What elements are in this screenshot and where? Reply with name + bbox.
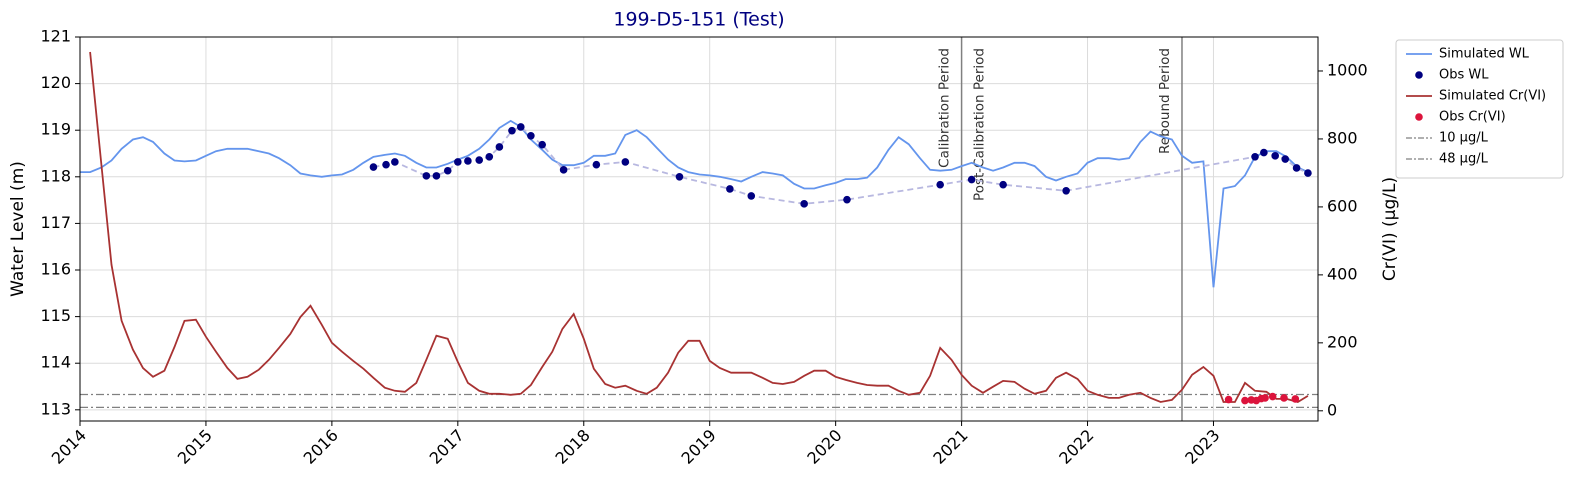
obs-point (475, 156, 484, 164)
obs-point (675, 173, 684, 181)
obs-point (464, 157, 472, 165)
obs-point (1271, 152, 1279, 160)
x-tick-label: 2020 (803, 426, 845, 468)
x-tick-label: 2023 (1181, 426, 1223, 468)
series-line (80, 119, 1309, 288)
y2-tick-label: 0 (1327, 400, 1337, 419)
obs-point (369, 163, 378, 171)
x-tick-label: 2015 (174, 426, 216, 468)
y-tick-label: 113 (40, 399, 71, 418)
obs-point (967, 175, 976, 184)
x-tick-label: 2019 (677, 426, 719, 468)
obs-point (1224, 395, 1233, 404)
obs-point (422, 172, 431, 180)
legend-dot (1415, 71, 1423, 79)
obs-point (1062, 186, 1070, 195)
legend-label: Simulated WL (1439, 47, 1530, 62)
obs-point (592, 160, 601, 169)
y2-tick-label: 200 (1327, 332, 1358, 351)
obs-point (1251, 152, 1259, 161)
x-tick-label: 2016 (300, 426, 342, 468)
legend-box (1395, 39, 1564, 179)
y-tick-label: 116 (40, 260, 71, 279)
obs-point (382, 160, 390, 169)
x-tick-label: 2022 (1055, 426, 1097, 468)
y-axis-label: Water Level (m) (8, 161, 28, 297)
obs-point (508, 126, 516, 135)
obs-point (1304, 169, 1312, 177)
obs-point (538, 140, 547, 149)
period-label: Post-Calibration Period (972, 48, 988, 201)
obs-point (621, 158, 630, 166)
obs-point (432, 172, 441, 180)
obs-point (485, 152, 494, 161)
y-tick-label: 119 (40, 120, 71, 139)
obs-point (1268, 392, 1277, 401)
obs-point (999, 180, 1007, 189)
obs-point (1291, 395, 1300, 403)
obs-point (1292, 164, 1301, 172)
y2-tick-label: 600 (1327, 196, 1358, 215)
obs-point (1241, 396, 1249, 405)
obs-point (1281, 155, 1290, 163)
obs-point (391, 158, 399, 166)
y-tick-label: 120 (40, 73, 71, 92)
chart-title: 199-D5-151 (Test) (613, 9, 784, 31)
obs-point (1261, 394, 1269, 402)
x-tick-label: 2017 (426, 426, 468, 468)
obs-point (527, 131, 535, 140)
y-tick-label: 121 (40, 27, 71, 46)
y-tick-label: 114 (40, 353, 71, 372)
y2-axis-label: Cr(VI) (µg/L) (1380, 177, 1400, 281)
y-tick-label: 115 (40, 306, 71, 325)
legend-label: Obs WL (1439, 68, 1489, 83)
y2-tick-label: 800 (1327, 128, 1358, 147)
y2-tick-label: 1000 (1327, 60, 1368, 79)
obs-point (454, 158, 462, 166)
x-tick-label: 2014 (48, 426, 90, 468)
legend-label: 48 µg/L (1439, 152, 1489, 167)
x-tick-label: 2021 (929, 426, 971, 468)
y-tick-label: 118 (40, 166, 71, 185)
obs-point (747, 192, 756, 200)
x-tick-label: 2018 (552, 426, 594, 468)
legend-label: Obs Cr(VI) (1439, 110, 1506, 125)
obs-point (495, 143, 504, 151)
legend-label: 10 µg/L (1439, 131, 1489, 146)
obs-point (516, 123, 525, 131)
obs-point (936, 180, 944, 189)
obs-point (726, 185, 734, 193)
obs-point (1260, 148, 1268, 157)
obs-point (559, 166, 568, 174)
period-label: Calibration Period (937, 48, 953, 168)
y-tick-label: 117 (40, 213, 71, 232)
legend-dot (1415, 113, 1423, 121)
series-line (89, 51, 1309, 403)
obs-point (843, 195, 851, 204)
obs-point (443, 166, 452, 175)
y2-tick-label: 400 (1327, 264, 1358, 283)
obs-point (1280, 394, 1288, 402)
plot-frame (79, 36, 1319, 422)
legend-label: Simulated Cr(VI) (1439, 89, 1546, 104)
obs-point (800, 200, 808, 208)
period-label: Rebound Period (1157, 48, 1173, 154)
